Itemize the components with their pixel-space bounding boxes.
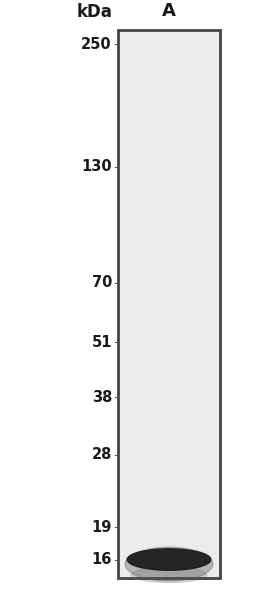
- Text: 19: 19: [92, 520, 112, 535]
- Text: kDa: kDa: [76, 3, 112, 21]
- Text: 70: 70: [92, 275, 112, 290]
- Text: 250: 250: [81, 37, 112, 52]
- Text: A: A: [162, 2, 176, 20]
- Text: 38: 38: [92, 390, 112, 405]
- Bar: [118, 30, 220, 578]
- Text: 28: 28: [92, 447, 112, 462]
- Text: 130: 130: [81, 159, 112, 174]
- Ellipse shape: [131, 567, 207, 582]
- Ellipse shape: [125, 548, 213, 581]
- Text: 16: 16: [92, 552, 112, 567]
- Ellipse shape: [127, 549, 211, 570]
- Text: 51: 51: [91, 335, 112, 350]
